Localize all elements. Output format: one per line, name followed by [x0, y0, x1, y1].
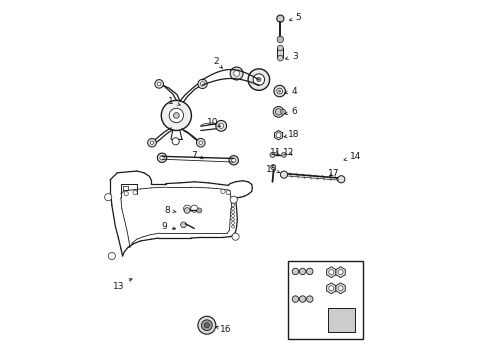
Circle shape	[172, 138, 179, 145]
Polygon shape	[326, 283, 335, 294]
Circle shape	[133, 190, 137, 195]
Circle shape	[292, 268, 298, 275]
Circle shape	[157, 82, 161, 86]
Circle shape	[270, 165, 275, 170]
Circle shape	[160, 156, 164, 160]
Circle shape	[190, 205, 198, 212]
Polygon shape	[326, 267, 335, 278]
Circle shape	[196, 138, 204, 147]
Circle shape	[337, 176, 344, 183]
Circle shape	[230, 196, 237, 203]
Circle shape	[218, 123, 223, 129]
Circle shape	[147, 138, 156, 147]
Circle shape	[231, 215, 234, 217]
Circle shape	[299, 296, 305, 302]
Circle shape	[273, 107, 284, 117]
Circle shape	[124, 192, 128, 196]
Circle shape	[276, 15, 284, 22]
Circle shape	[199, 141, 202, 144]
Text: 1: 1	[168, 96, 180, 105]
Bar	[277, 48, 283, 58]
Text: 9: 9	[161, 222, 175, 231]
Circle shape	[277, 36, 283, 42]
Circle shape	[196, 208, 202, 213]
Text: 8: 8	[164, 206, 176, 215]
Circle shape	[157, 153, 166, 162]
Circle shape	[231, 211, 234, 214]
Circle shape	[230, 67, 243, 80]
Circle shape	[169, 108, 183, 123]
Text: 4: 4	[284, 86, 297, 95]
Circle shape	[184, 208, 190, 213]
Circle shape	[231, 158, 235, 162]
Polygon shape	[335, 267, 345, 278]
Circle shape	[276, 133, 281, 138]
Circle shape	[183, 205, 190, 212]
Text: 14: 14	[343, 152, 361, 161]
Circle shape	[256, 77, 261, 82]
Text: 12: 12	[283, 148, 294, 157]
Circle shape	[281, 152, 286, 157]
Circle shape	[276, 88, 282, 94]
Circle shape	[104, 194, 112, 201]
Circle shape	[269, 152, 274, 157]
Circle shape	[306, 296, 312, 302]
Text: 3: 3	[285, 52, 297, 61]
Text: 17: 17	[327, 169, 339, 178]
Text: 6: 6	[284, 107, 297, 116]
Circle shape	[253, 74, 264, 85]
Text: 10: 10	[206, 118, 221, 127]
Circle shape	[328, 270, 333, 275]
Circle shape	[155, 80, 163, 88]
Circle shape	[108, 252, 115, 260]
Circle shape	[161, 100, 191, 131]
Text: 15: 15	[265, 165, 280, 174]
Circle shape	[231, 233, 239, 240]
Circle shape	[299, 268, 305, 275]
Bar	[287, 261, 362, 338]
Text: 2: 2	[213, 57, 222, 68]
Circle shape	[275, 109, 281, 115]
Circle shape	[233, 71, 239, 76]
Circle shape	[231, 218, 234, 221]
Circle shape	[200, 82, 204, 86]
Circle shape	[215, 121, 226, 131]
Circle shape	[221, 189, 224, 194]
Circle shape	[231, 222, 234, 225]
Circle shape	[277, 45, 283, 51]
Circle shape	[231, 204, 234, 207]
Circle shape	[231, 225, 234, 228]
Text: 16: 16	[216, 325, 231, 334]
Circle shape	[292, 296, 298, 302]
Circle shape	[278, 90, 280, 92]
Circle shape	[280, 109, 285, 114]
Text: 5: 5	[289, 13, 301, 22]
Circle shape	[201, 320, 212, 330]
Text: 13: 13	[112, 279, 132, 291]
Text: 18: 18	[284, 130, 299, 139]
Circle shape	[231, 207, 234, 210]
Circle shape	[150, 141, 153, 144]
Circle shape	[337, 286, 343, 291]
Circle shape	[273, 85, 285, 97]
Circle shape	[328, 286, 333, 291]
Circle shape	[198, 316, 215, 334]
Circle shape	[226, 190, 230, 195]
Circle shape	[198, 79, 207, 89]
Polygon shape	[335, 283, 345, 294]
Circle shape	[180, 222, 186, 228]
Circle shape	[337, 270, 343, 275]
Text: 11: 11	[270, 148, 281, 157]
Circle shape	[280, 171, 287, 178]
Text: 7: 7	[191, 151, 203, 160]
Circle shape	[228, 156, 238, 165]
Circle shape	[173, 113, 179, 118]
Circle shape	[204, 323, 209, 328]
Circle shape	[277, 55, 283, 61]
Bar	[327, 308, 354, 332]
Circle shape	[247, 69, 269, 90]
Circle shape	[306, 268, 312, 275]
